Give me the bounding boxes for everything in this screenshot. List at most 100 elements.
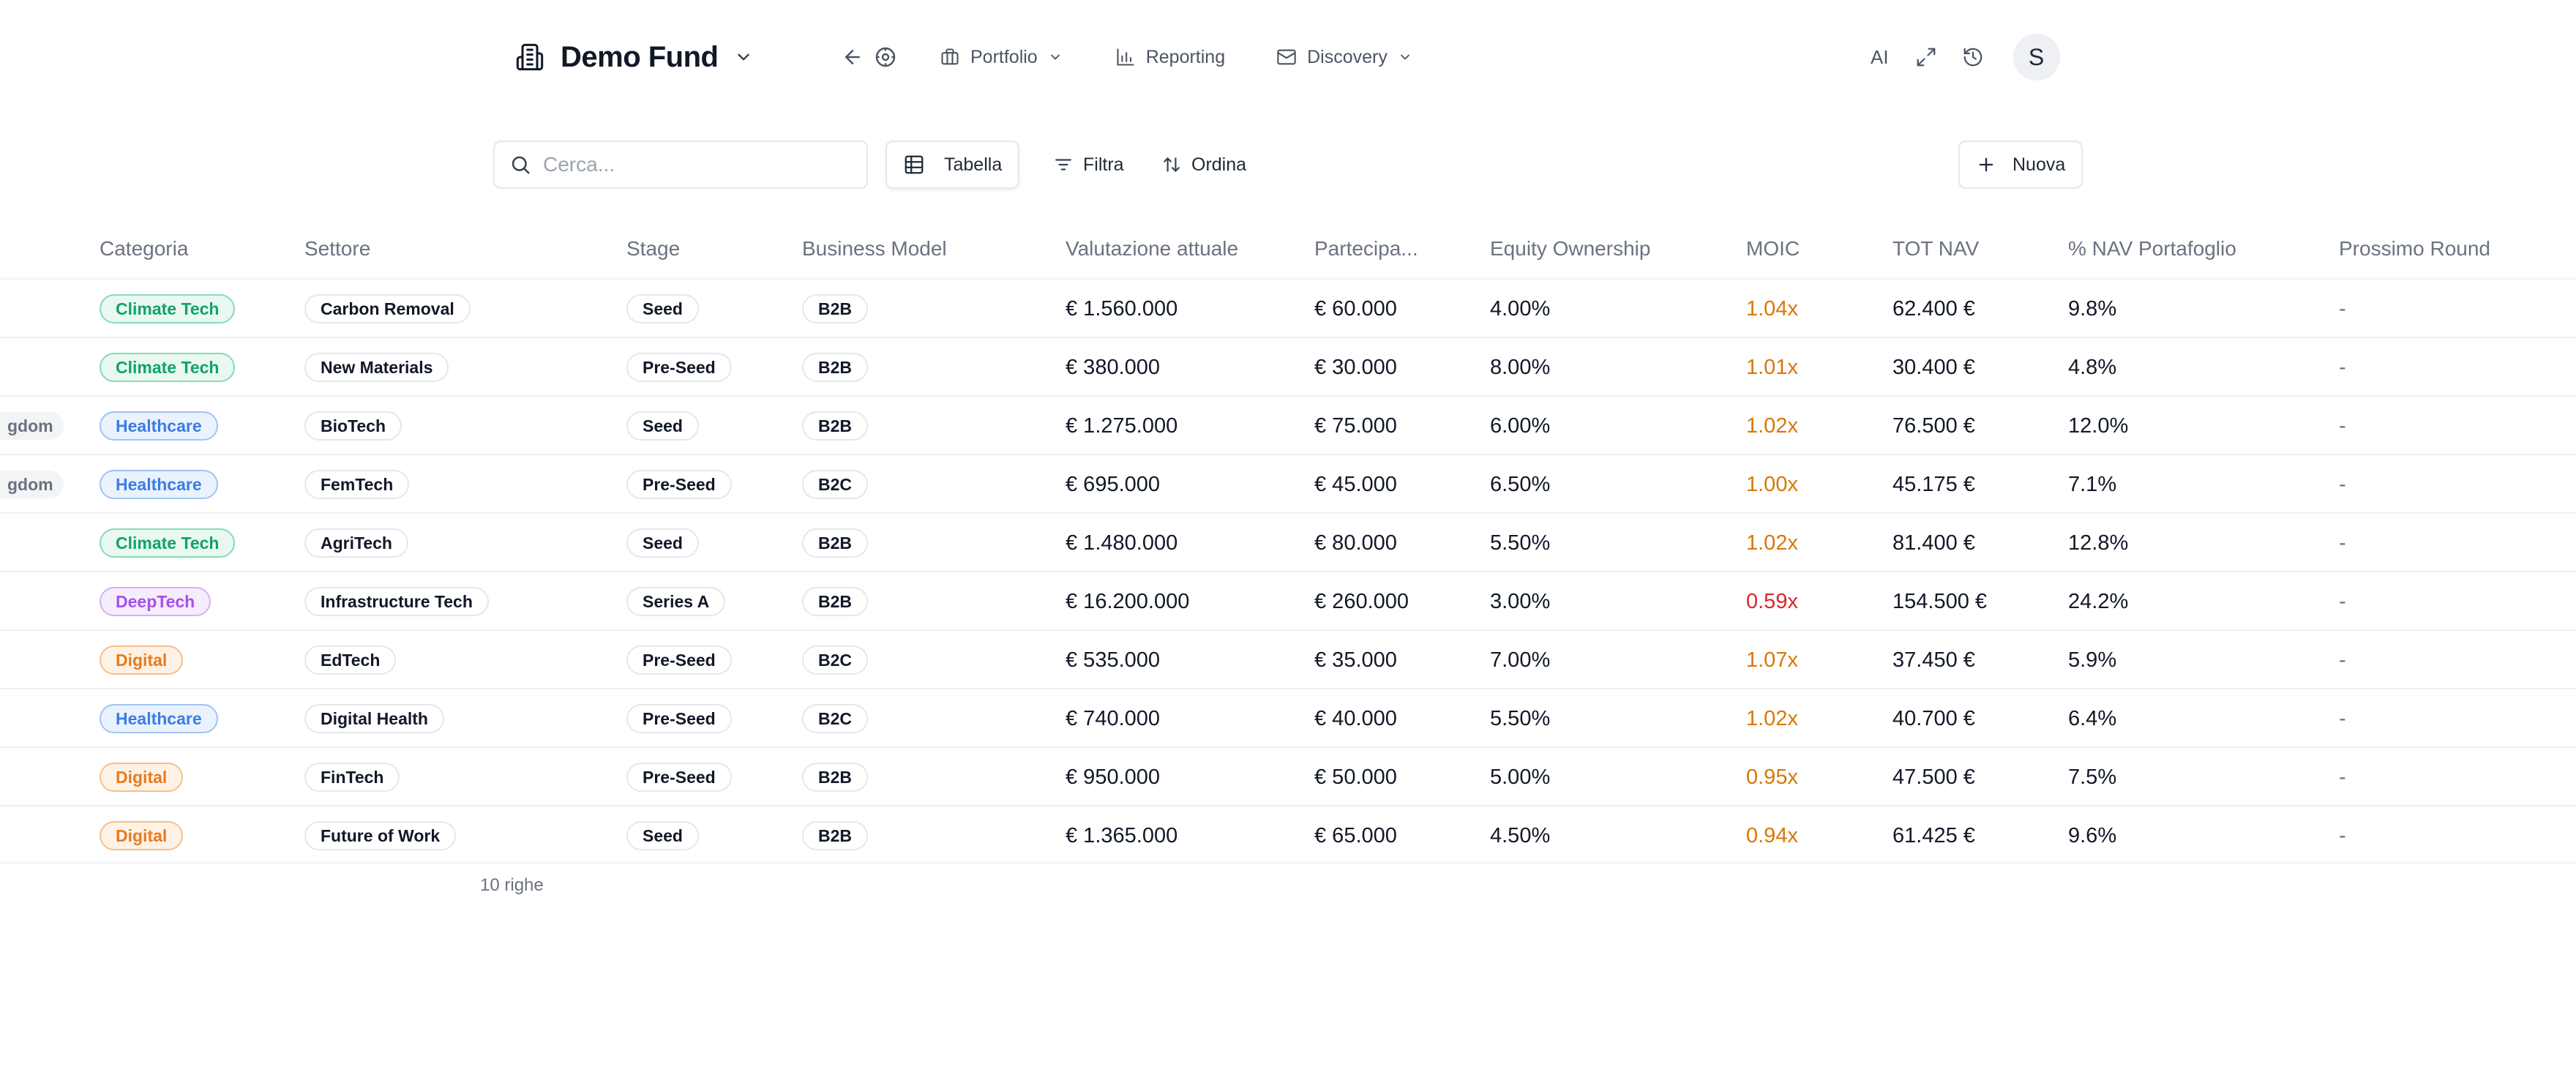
column-header-next-round[interactable]: Prossimo Round (2339, 237, 2490, 260)
table-row[interactable]: Climate Tech AgriTech Seed B2B € 1.480.000 € … (0, 512, 2576, 571)
column-header-business-model[interactable]: Business Model (802, 237, 947, 260)
stage-tag: Seed (626, 528, 699, 558)
building-icon (515, 42, 544, 72)
nav-portfolio-label: Portfolio (970, 46, 1038, 67)
nav-discovery[interactable]: Discovery (1273, 35, 1415, 79)
fund-switcher[interactable]: Demo Fund (515, 35, 753, 79)
fund-name: Demo Fund (561, 40, 719, 73)
stake-cell-cell: € 65.000 (1314, 823, 1397, 847)
filter-button[interactable]: Filtra (1054, 141, 1124, 189)
stage-cell: Seed (626, 514, 699, 572)
category-cell: Healthcare (100, 397, 218, 455)
stage-tag: Series A (626, 587, 726, 616)
moic-cell-cell: 0.59x (1746, 589, 1798, 613)
nav-pct-cell-cell: 9.6% (2068, 823, 2117, 847)
business-model-cell: B2B (802, 514, 869, 572)
next-round-cell-cell: - (2339, 765, 2346, 789)
equity-cell-cell: 3.00% (1490, 589, 1551, 613)
table-row[interactable]: gdom Healthcare FemTech Pre-Seed B2C € 695.00… (0, 454, 2576, 512)
category-badge: Digital (100, 645, 184, 675)
filter-label: Filtra (1083, 154, 1124, 175)
table-row[interactable]: Healthcare Digital Health Pre-Seed B2C € 740… (0, 688, 2576, 746)
valuation-cell-cell: € 950.000 (1066, 765, 1161, 789)
business-model-tag: B2B (802, 528, 869, 558)
expand-icon[interactable] (1915, 46, 1937, 68)
plus-icon (1976, 154, 1996, 175)
stage-cell: Pre-Seed (626, 338, 732, 397)
stage-cell: Seed (626, 806, 699, 865)
next-round-cell-cell: - (2339, 531, 2346, 555)
business-model-tag: B2C (802, 704, 869, 733)
table-row[interactable]: gdom Healthcare BioTech Seed B2B € 1.275.000 €… (0, 395, 2576, 454)
category-cell: Digital (100, 806, 184, 865)
table-row[interactable]: DeepTech Infrastructure Tech Series A B2B € … (0, 571, 2576, 629)
nav-portfolio[interactable]: Portfolio (937, 35, 1066, 79)
new-button[interactable]: Nuova (1958, 141, 2083, 189)
tot-nav-cell-cell: 81.400 € (1892, 531, 1975, 555)
nav-reporting[interactable]: Reporting (1112, 35, 1228, 79)
table-row[interactable]: Climate Tech Carbon Removal Seed B2B € 1.560… (0, 278, 2576, 337)
sort-label: Ordina (1191, 154, 1247, 175)
sector-cell: Carbon Removal (304, 280, 471, 338)
view-table-label: Tabella (944, 154, 1003, 175)
table-row[interactable]: Digital EdTech Pre-Seed B2C € 535.000 € 35.00… (0, 629, 2576, 688)
column-header-partecipazione[interactable]: Partecipa... (1314, 237, 1418, 260)
column-header-equity[interactable]: Equity Ownership (1490, 237, 1651, 260)
category-badge: Digital (100, 821, 184, 850)
column-header-nav-pct[interactable]: % NAV Portafoglio (2068, 237, 2236, 260)
sector-cell: FemTech (304, 455, 410, 514)
ai-button[interactable]: AI (1871, 45, 1889, 68)
nav-pct-cell-cell: 12.0% (2068, 413, 2129, 438)
table-row[interactable]: Digital Future of Work Seed B2B € 1.365.000 €… (0, 805, 2576, 864)
column-header-tot-nav[interactable]: TOT NAV (1892, 237, 1980, 260)
category-badge: Climate Tech (100, 294, 236, 323)
top-navigation: Demo Fund Portfolio Reporting (0, 0, 2576, 114)
column-header-categoria[interactable]: Categoria (100, 237, 189, 260)
back-arrow-icon[interactable] (842, 46, 864, 68)
sort-button[interactable]: Ordina (1162, 141, 1246, 189)
stage-tag: Pre-Seed (626, 704, 732, 733)
category-badge: Healthcare (100, 470, 218, 499)
mail-icon (1276, 47, 1297, 67)
next-round-cell-cell: - (2339, 472, 2346, 496)
search-box[interactable] (493, 141, 868, 189)
equity-cell-cell: 5.00% (1490, 765, 1551, 789)
equity-cell-cell: 4.00% (1490, 296, 1551, 321)
nav-pct-cell-cell: 7.5% (2068, 765, 2117, 789)
column-header-settore[interactable]: Settore (304, 237, 371, 260)
column-header-moic[interactable]: MOIC (1746, 237, 1800, 260)
moic-cell-cell: 1.02x (1746, 413, 1798, 438)
table-row[interactable]: Climate Tech New Materials Pre-Seed B2B € 38… (0, 337, 2576, 395)
stage-tag: Seed (626, 411, 699, 441)
column-header-valutazione[interactable]: Valutazione attuale (1066, 237, 1239, 260)
nav-reporting-label: Reporting (1145, 46, 1226, 67)
stage-tag: Seed (626, 821, 699, 850)
moic-cell-cell: 1.02x (1746, 706, 1798, 730)
moic-cell-cell: 1.00x (1746, 472, 1798, 496)
country-tag: gdom (0, 471, 64, 498)
valuation-cell-cell: € 16.200.000 (1066, 589, 1190, 613)
sector-tag: Digital Health (304, 704, 444, 733)
search-input[interactable] (543, 153, 850, 176)
valuation-cell-cell: € 380.000 (1066, 355, 1161, 379)
stake-cell-cell: € 30.000 (1314, 355, 1397, 379)
business-model-cell: B2C (802, 455, 869, 514)
business-model-tag: B2B (802, 411, 869, 441)
business-model-cell: B2B (802, 397, 869, 455)
row-count: 10 righe (480, 875, 544, 895)
category-cell: Climate Tech (100, 338, 236, 397)
history-icon[interactable] (1962, 46, 1984, 68)
business-model-cell: B2B (802, 572, 869, 631)
next-round-cell-cell: - (2339, 589, 2346, 613)
equity-cell-cell: 7.00% (1490, 648, 1551, 672)
nav-pct-cell-cell: 5.9% (2068, 648, 2117, 672)
column-header-stage[interactable]: Stage (626, 237, 681, 260)
filter-icon (1054, 155, 1073, 174)
avatar[interactable]: S (2012, 34, 2060, 81)
category-badge: Healthcare (100, 704, 218, 733)
view-table-button[interactable]: Tabella (886, 141, 1020, 189)
nav-pct-cell-cell: 24.2% (2068, 589, 2129, 613)
settings-icon[interactable] (874, 45, 897, 69)
table-row[interactable]: Digital FinTech Pre-Seed B2B € 950.000 € 50.0… (0, 746, 2576, 805)
category-cell: Climate Tech (100, 514, 236, 572)
